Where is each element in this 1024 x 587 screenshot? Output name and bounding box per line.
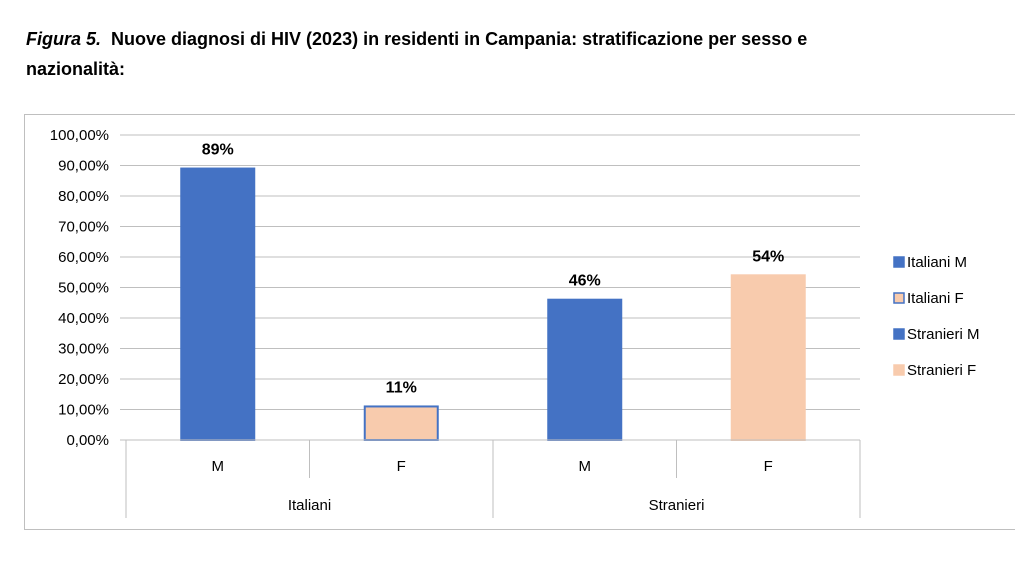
figure-label: Figura 5. <box>26 29 102 49</box>
bars <box>180 167 806 442</box>
category-label: F <box>397 458 406 475</box>
y-tick-label: 20,00% <box>58 371 109 388</box>
category-label: M <box>579 458 592 475</box>
y-tick-label: 50,00% <box>58 280 109 297</box>
category-label: F <box>764 458 773 475</box>
figure-caption: Figura 5. Nuove diagnosi di HIV (2023) i… <box>26 24 906 84</box>
y-tick-label: 90,00% <box>58 158 109 175</box>
legend-label: Stranieri F <box>907 362 976 379</box>
data-label: 46% <box>569 273 601 290</box>
bar <box>180 167 256 442</box>
data-labels: 89% 11% 46% 54% <box>202 142 785 397</box>
bar <box>547 298 623 442</box>
legend-swatch <box>893 256 905 268</box>
figure-title: Nuove diagnosi di HIV (2023) in resident… <box>26 29 808 79</box>
y-tick-label: 0,00% <box>66 432 109 449</box>
y-tick-label: 60,00% <box>58 249 109 266</box>
group-label: Italiani <box>288 497 331 514</box>
legend-label: Stranieri M <box>907 326 980 343</box>
bar <box>363 405 439 442</box>
legend-swatch <box>893 364 905 376</box>
data-label: 54% <box>752 248 784 265</box>
y-tick-label: 10,00% <box>58 402 109 419</box>
x-axis: M F M F Italiani Stranieri <box>125 439 861 518</box>
y-tick-label: 30,00% <box>58 341 109 358</box>
y-tick-label: 100,00% <box>50 127 109 144</box>
legend-label: Italiani M <box>907 254 967 271</box>
bar <box>730 274 806 441</box>
legend: Italiani M Italiani F Stranieri M Stranieri… <box>893 254 980 379</box>
legend-swatch <box>893 328 905 340</box>
y-tick-label: 70,00% <box>58 219 109 236</box>
group-label: Stranieri <box>649 497 705 514</box>
legend-label: Italiani F <box>907 290 964 307</box>
y-axis: 0,00% 10,00% 20,00% 30,00% 40,00% 50,00% 60,00… <box>50 127 109 449</box>
data-label: 11% <box>386 379 417 396</box>
legend-swatch <box>893 292 905 304</box>
data-label: 89% <box>202 142 234 159</box>
category-label: M <box>212 458 225 475</box>
y-tick-label: 80,00% <box>58 188 109 205</box>
y-tick-label: 40,00% <box>58 310 109 327</box>
